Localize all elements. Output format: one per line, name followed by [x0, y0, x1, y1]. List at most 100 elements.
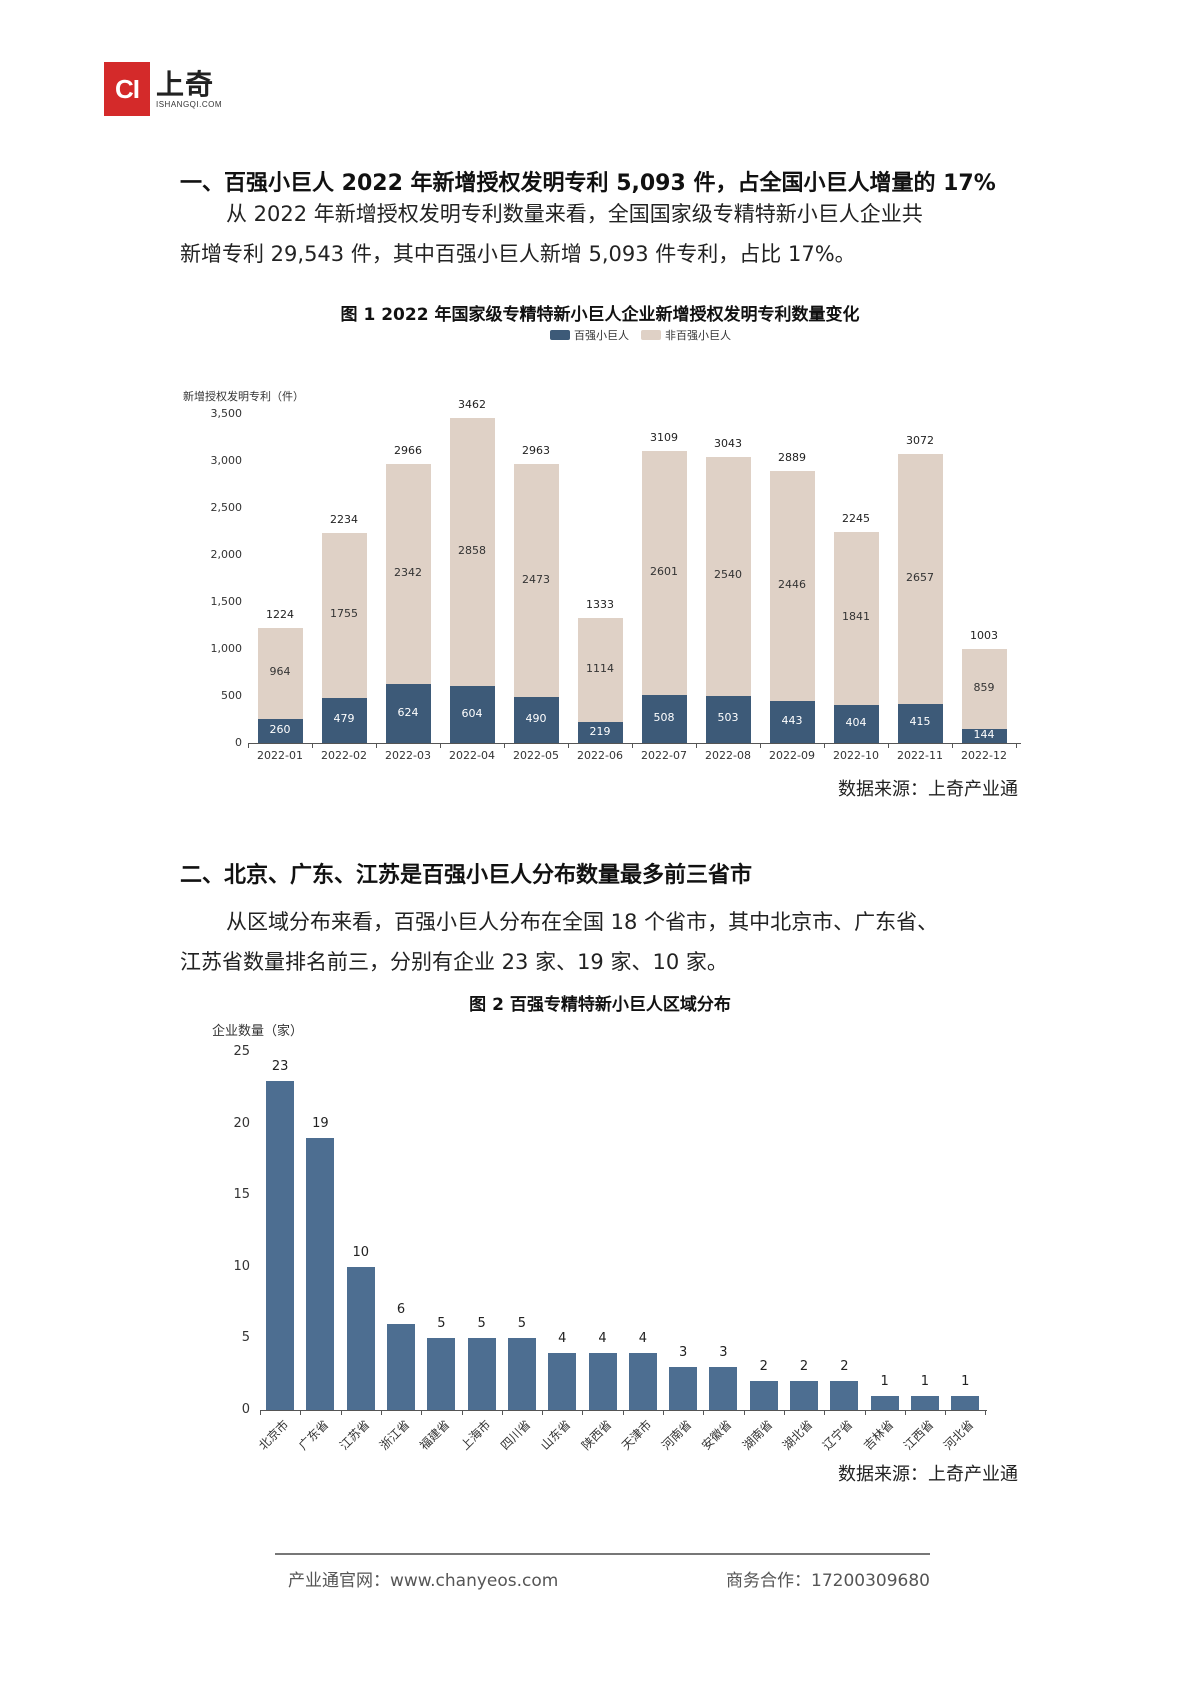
x-tick-label: 陕西省: [578, 1417, 614, 1453]
bar-region: [830, 1381, 859, 1410]
x-tick-label: 上海市: [457, 1417, 493, 1453]
value-label-total: 1003: [970, 628, 998, 642]
x-axis-line: [248, 743, 1021, 744]
value-label-top100: 503: [717, 711, 739, 725]
value-label-total: 2889: [778, 451, 806, 465]
y-axis-label: 新增授权发明专利（件）: [183, 390, 304, 403]
bar-top100: [897, 703, 943, 743]
bar-non-top100: [705, 456, 751, 696]
x-tick-mark: [312, 743, 313, 748]
x-tick-label: 江西省: [900, 1417, 937, 1453]
x-tick-label: 2022-02: [321, 749, 367, 762]
figure1-chart: 新增授权发明专利（件） 0 500 1,000 1,500 2,000 2,500 3,000…: [0, 0, 1190, 780]
bar-non-top100: [449, 417, 495, 687]
value-label-total: 2234: [330, 513, 358, 526]
bar-top100: [257, 718, 303, 743]
figure1-source: 数据来源：上奇产业通: [838, 779, 1018, 800]
bar-non-top100: [321, 533, 367, 698]
bar-region: [870, 1395, 899, 1410]
value-label-top100: 443: [781, 714, 803, 728]
bar-top100: [321, 697, 367, 743]
y-tick-label: 0: [235, 736, 242, 749]
value-label: 2: [840, 1359, 849, 1375]
y-tick-label: 3,000: [210, 454, 243, 467]
value-label-total: 2966: [394, 444, 422, 458]
legend-label: 非百强小巨人: [665, 329, 731, 342]
x-tick-label: 湖南省: [739, 1417, 776, 1453]
value-label: 2: [799, 1359, 809, 1375]
value-label-total: 3109: [650, 430, 678, 444]
bar-region: [910, 1395, 939, 1410]
x-tick-mark: [542, 1410, 544, 1415]
x-tick-label: 2022-06: [577, 749, 623, 762]
x-tick-mark: [501, 1410, 503, 1415]
bar-region: [669, 1367, 698, 1410]
x-tick-label: 福建省: [417, 1417, 453, 1453]
bar-non-top100: [577, 617, 623, 723]
bar-top100: [449, 686, 495, 743]
x-tick-label: 2022-12: [961, 749, 1007, 762]
bar-top100: [385, 684, 431, 743]
value-label-top100: 490: [525, 711, 547, 725]
x-tick-label: 广东省: [296, 1417, 332, 1453]
value-label-non-top100: 964: [269, 665, 291, 679]
x-tick-label: 2022-03: [385, 749, 431, 762]
value-label-total: 2963: [522, 444, 550, 458]
value-label-non-top100: 2473: [522, 572, 550, 586]
value-label-non-top100: 2858: [458, 543, 486, 557]
value-label-total: 1224: [266, 607, 294, 621]
x-tick-mark: [904, 1410, 906, 1415]
y-tick-label: 25: [233, 1044, 250, 1059]
value-label-total: 2245: [842, 511, 870, 525]
value-label-non-top100: 2657: [906, 571, 934, 585]
y-tick-label: 500: [221, 689, 242, 702]
value-label-top100: 624: [397, 705, 419, 719]
x-tick-mark: [380, 1410, 382, 1415]
value-label: 1: [880, 1373, 889, 1389]
value-label: 3: [719, 1345, 728, 1361]
bar-top100: [705, 695, 751, 743]
x-tick-mark: [945, 1410, 947, 1415]
bar-region: [588, 1352, 617, 1410]
section1-heading: 一、百强小巨人 2022 年新增授权发明专利 5,093 件，占全国小巨人增量的…: [180, 171, 996, 196]
value-label-top100: 604: [461, 706, 483, 720]
value-label-total: 3043: [714, 436, 742, 450]
bar-non-top100: [897, 454, 943, 704]
bar-region: [951, 1395, 980, 1410]
bar-non-top100: [833, 531, 879, 706]
footer-contact: 商务合作：17200309680: [726, 1571, 930, 1591]
section1-para-line1: 从 2022 年新增授权发明专利数量来看，全国国家级专精特新小巨人企业共: [226, 202, 923, 226]
y-tick-label: 5: [241, 1330, 250, 1346]
x-tick-mark: [952, 743, 953, 748]
value-label: 1: [961, 1373, 970, 1389]
x-tick-mark: [760, 743, 761, 748]
bar-region: [467, 1338, 496, 1410]
x-tick-mark: [783, 1410, 785, 1415]
value-label-top100: 415: [909, 715, 931, 729]
x-tick-label: 山东省: [538, 1417, 574, 1453]
figure2-source: 数据来源：上奇产业通: [838, 1464, 1018, 1485]
logo-en-text: ISHANGQI.COM: [156, 99, 223, 109]
footer-divider: [275, 1553, 930, 1555]
logo-cn-text: 上奇: [156, 67, 215, 101]
value-label-non-top100: 2446: [778, 578, 806, 592]
legend-swatch-icon: [550, 330, 570, 340]
value-label-non-top100: 1755: [330, 607, 358, 621]
bar-non-top100: [513, 464, 559, 697]
legend-item-top100: 百强小巨人: [550, 327, 629, 343]
logo-mark-icon: CI: [104, 62, 150, 116]
y-tick-label: 10: [233, 1258, 250, 1274]
value-label: 4: [638, 1330, 647, 1346]
bar-region: [790, 1381, 819, 1410]
x-tick-mark: [622, 1410, 624, 1415]
y-tick-label: 1,000: [210, 642, 243, 655]
bar-region: [306, 1137, 335, 1410]
x-tick-mark: [985, 1410, 987, 1415]
x-tick-mark: [582, 1410, 584, 1415]
bar-region: [709, 1367, 738, 1410]
x-tick-mark: [888, 743, 889, 748]
value-label: 3: [679, 1345, 688, 1361]
x-tick-mark: [300, 1410, 302, 1415]
value-label: 4: [558, 1330, 567, 1346]
value-label-top100: 260: [269, 722, 291, 736]
